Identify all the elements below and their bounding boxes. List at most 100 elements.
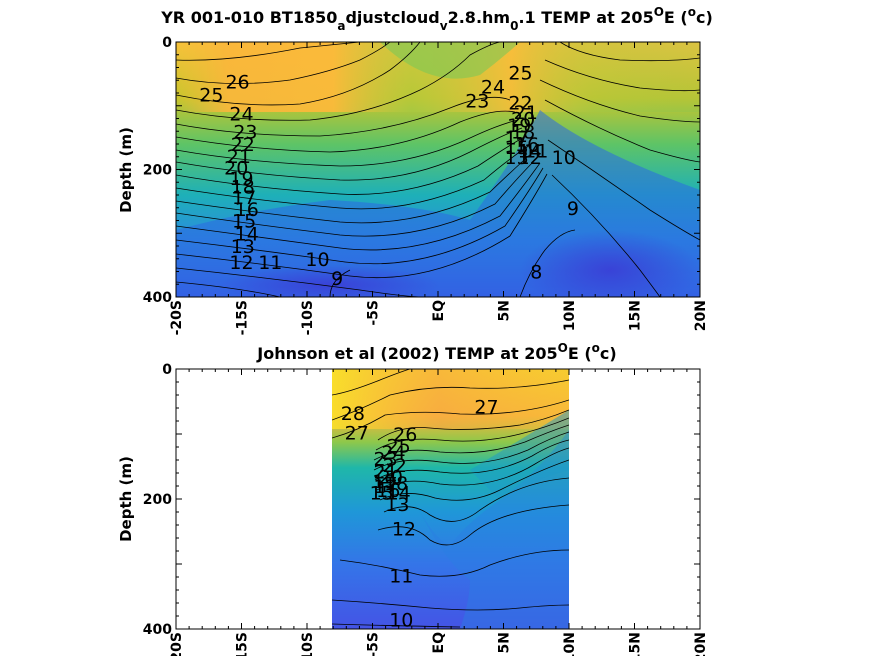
contour-label: 23 — [233, 121, 257, 143]
bottom-contour-lines — [332, 369, 569, 628]
contour-label: 21 — [227, 146, 251, 168]
x-tick-label: -5S — [366, 300, 382, 326]
contour-label: 16 — [376, 480, 400, 502]
contour-label: 25 — [508, 63, 532, 85]
x-tick-label: 20N — [693, 300, 709, 331]
bottom-y-axis-label: Depth (m) — [117, 456, 135, 542]
x-tick-label: 20N — [693, 632, 709, 656]
y-tick-label: 0 — [162, 362, 172, 378]
contour-label: 19 — [507, 115, 531, 137]
x-tick-label: -15S — [235, 632, 251, 656]
bottom-title: Johnson et al (2002) TEMP at 205OE (oc) — [256, 341, 616, 363]
x-tick-label: -20S — [169, 632, 185, 656]
top-heatmap-warm-hump — [380, 42, 520, 79]
x-tick-label: 5N — [497, 300, 513, 321]
y-tick-label: 200 — [143, 163, 172, 179]
x-tick-label: 10N — [562, 300, 578, 331]
contour-label: 16 — [235, 199, 259, 221]
x-tick-label: EQ — [431, 300, 447, 322]
y-tick-label: 200 — [143, 492, 172, 508]
contour-label: 17 — [505, 128, 529, 150]
top-heatmap-deep-core — [520, 230, 700, 297]
contour-label: 19 — [372, 471, 396, 493]
contour-label: 13 — [505, 147, 529, 169]
contour-label: 10 — [389, 609, 413, 631]
bottom-y-ticks: 0 200 400 — [143, 362, 172, 638]
contour-label: 12 — [518, 147, 542, 169]
top-y-axis-label: Depth (m) — [117, 127, 135, 213]
bottom-x-ticks: -20S -15S -10S -5S EQ 5N 10N 15N 20N — [169, 632, 709, 656]
x-tick-label: -5S — [366, 632, 382, 656]
top-title: YR 001-010 BT1850adjustcloudv2.8.hm0.1 T… — [160, 5, 713, 33]
top-contour-lines — [176, 42, 700, 297]
contour-label: 22 — [383, 455, 407, 477]
bottom-heatmap-surface-band — [332, 369, 569, 429]
top-y-ticks: 0 200 400 — [143, 35, 172, 306]
top-x-ticks: -20S -15S -10S -5S EQ 5N 10N 15N 20N — [169, 300, 709, 335]
x-tick-label: EQ — [431, 632, 447, 654]
contour-label: 13 — [385, 494, 409, 516]
x-tick-label: 10N — [562, 632, 578, 656]
contour-label: 17 — [232, 187, 256, 209]
contour-label: 10 — [552, 147, 576, 169]
y-tick-label: 400 — [143, 290, 172, 306]
top-heatmap-deep-core-west — [220, 265, 440, 297]
contour-label: 14 — [387, 483, 411, 505]
contour-label: 16 — [515, 134, 539, 156]
contour-label: 11 — [258, 252, 282, 274]
contour-label: 25 — [387, 436, 411, 458]
contour-label: 19 — [229, 168, 253, 190]
contour-label: 24 — [229, 103, 253, 125]
x-tick-label: 5N — [497, 632, 513, 653]
contour-label: 11 — [524, 140, 548, 162]
contour-label: 13 — [231, 236, 255, 258]
y-tick-label: 0 — [162, 35, 172, 51]
contour-label: 24 — [381, 442, 405, 464]
contour-label: 24 — [481, 77, 505, 99]
top-axes-minor-ticks — [175, 41, 701, 298]
contour-label: 25 — [199, 84, 223, 106]
contour-label: 15 — [370, 483, 394, 505]
top-panel: YR 001-010 BT1850adjustcloudv2.8.hm0.1 T… — [117, 5, 713, 335]
contour-label: 14 — [235, 223, 259, 245]
contour-label: 15 — [232, 211, 256, 233]
contour-label: 10 — [305, 249, 329, 271]
contour-label: 22 — [508, 93, 532, 115]
contour-label: 20 — [224, 158, 248, 180]
bottom-axes-minor-ticks — [175, 368, 701, 630]
x-tick-label: -20S — [169, 300, 185, 335]
contour-label: 11 — [389, 566, 413, 588]
contour-label: 22 — [231, 134, 255, 156]
y-tick-label: 400 — [143, 622, 172, 638]
contour-label: 28 — [341, 403, 365, 425]
contour-label: 9 — [567, 198, 579, 220]
contour-label: 18 — [231, 177, 255, 199]
contour-label: 23 — [465, 91, 489, 113]
contour-label: 21 — [374, 462, 398, 484]
contour-label: 9 — [331, 268, 343, 290]
contour-label: 12 — [229, 252, 253, 274]
x-tick-label: 15N — [628, 300, 644, 331]
contour-label: 26 — [393, 424, 417, 446]
contour-label: 17 — [374, 476, 398, 498]
contour-label: 26 — [225, 72, 249, 94]
contour-label: 14 — [518, 140, 542, 162]
bottom-heatmap-cold-tongue — [470, 410, 569, 500]
contour-label: 21 — [514, 102, 538, 124]
contour-label: 27 — [474, 397, 498, 419]
contour-label: 8 — [530, 262, 542, 284]
contour-label: 18 — [384, 473, 408, 495]
contour-label: 23 — [374, 449, 398, 471]
x-tick-label: -15S — [235, 300, 251, 335]
x-tick-label: 15N — [628, 632, 644, 656]
x-tick-label: -10S — [300, 300, 316, 335]
contour-label: 18 — [511, 121, 535, 143]
contour-label: 12 — [392, 518, 416, 540]
x-tick-label: -10S — [300, 632, 316, 656]
contour-label: 20 — [379, 466, 403, 488]
